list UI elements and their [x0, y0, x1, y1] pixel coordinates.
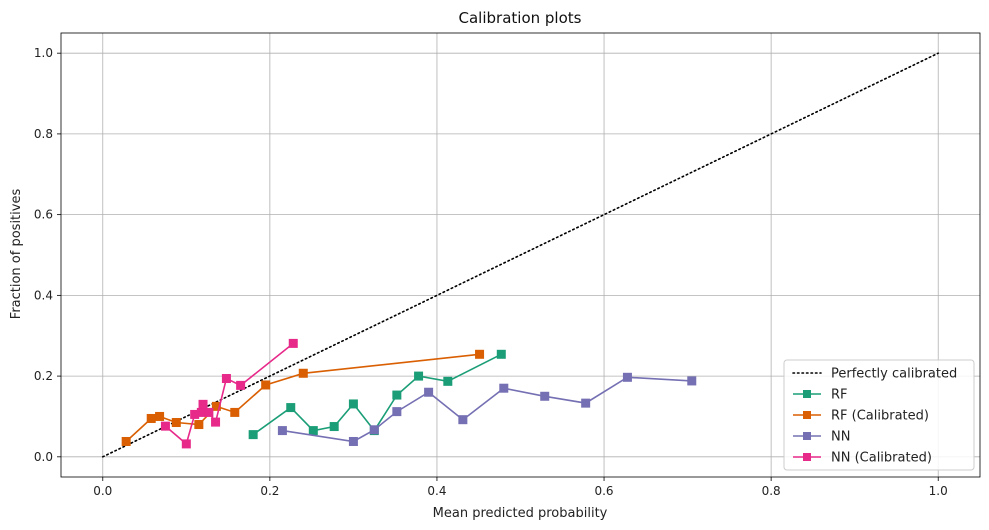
- legend-marker: [803, 432, 811, 440]
- data-point: [211, 417, 221, 427]
- series-0: [248, 349, 506, 440]
- x-tick-label: 0.0: [93, 484, 112, 498]
- data-point: [204, 407, 214, 417]
- data-point: [277, 426, 287, 436]
- data-point: [308, 426, 318, 436]
- data-point: [171, 418, 181, 428]
- data-point: [196, 407, 206, 417]
- y-axis-label: Fraction of positives: [9, 189, 24, 320]
- grid: [61, 33, 980, 477]
- data-point: [194, 420, 204, 430]
- plot-frame: [60, 32, 981, 478]
- series-2: [277, 372, 697, 446]
- x-tick-label: 0.6: [594, 484, 613, 498]
- x-tick-label: 0.2: [260, 484, 279, 498]
- y-tick-label: 0.6: [34, 208, 53, 222]
- series-line: [164, 342, 294, 446]
- data-point: [298, 368, 308, 378]
- data-point: [496, 349, 506, 359]
- legend-entry: RF (Calibrated): [793, 409, 929, 424]
- data-point: [499, 383, 509, 393]
- y-tick-label: 0.2: [34, 369, 53, 383]
- series-line: [252, 353, 502, 436]
- data-point: [286, 403, 296, 413]
- legend-label: NN: [831, 430, 850, 445]
- legend-label: Perfectly calibrated: [831, 367, 957, 382]
- series-layer: [121, 338, 697, 449]
- data-point: [458, 415, 468, 425]
- data-point: [198, 399, 208, 409]
- legend-marker: [803, 411, 811, 419]
- data-point: [475, 349, 485, 359]
- data-point: [155, 411, 165, 421]
- data-point: [121, 436, 131, 446]
- axes: 0.0 0.2 0.4 0.6 0.8 1.0 0.0 0.2 0.4 0.6 0.8 1.0: [34, 32, 981, 498]
- data-point: [581, 398, 591, 408]
- data-point: [236, 380, 246, 390]
- data-point: [288, 338, 298, 348]
- data-point: [369, 425, 379, 435]
- data-point: [248, 430, 258, 440]
- data-point: [540, 391, 550, 401]
- y-tick-label: 0.8: [34, 127, 53, 141]
- data-point: [221, 374, 231, 384]
- x-tick-label: 0.8: [762, 484, 781, 498]
- x-tick-label: 1.0: [929, 484, 948, 498]
- data-point: [329, 422, 339, 432]
- data-point: [211, 401, 221, 411]
- legend: Perfectly calibrated RF RF (Calibrated) NN N…: [783, 359, 975, 471]
- x-tick-label: 0.4: [427, 484, 446, 498]
- legend-entry: Perfectly calibrated: [792, 367, 957, 382]
- data-point: [181, 439, 191, 449]
- data-point: [392, 407, 402, 417]
- legend-marker: [803, 453, 811, 461]
- legend-entry: NN (Calibrated): [793, 451, 932, 466]
- series-3: [160, 338, 298, 449]
- series-1: [121, 349, 485, 446]
- data-point: [392, 390, 402, 400]
- series-line: [282, 376, 692, 443]
- legend-marker: [803, 390, 811, 398]
- data-point: [687, 376, 697, 386]
- data-point: [424, 387, 434, 397]
- y-tick-label: 0.0: [34, 450, 53, 464]
- legend-box: [783, 359, 975, 471]
- data-point: [190, 409, 200, 419]
- data-point: [443, 376, 453, 386]
- data-point: [160, 421, 170, 431]
- data-point: [348, 399, 358, 409]
- data-point: [348, 436, 358, 446]
- series-line: [125, 353, 480, 443]
- x-axis-label: Mean predicted probability: [433, 506, 608, 521]
- data-point: [146, 413, 156, 423]
- data-point: [261, 380, 271, 390]
- legend-entry: NN: [793, 430, 850, 445]
- legend-label: RF: [831, 388, 848, 403]
- data-point: [622, 372, 632, 382]
- legend-label: RF (Calibrated): [831, 409, 929, 424]
- legend-label: NN (Calibrated): [831, 451, 932, 466]
- legend-entry: RF: [793, 388, 848, 403]
- data-point: [414, 371, 424, 381]
- chart-title: Calibration plots: [459, 9, 582, 27]
- data-point: [230, 407, 240, 417]
- y-tick-label: 0.4: [34, 288, 53, 302]
- y-tick-label: 1.0: [34, 46, 53, 60]
